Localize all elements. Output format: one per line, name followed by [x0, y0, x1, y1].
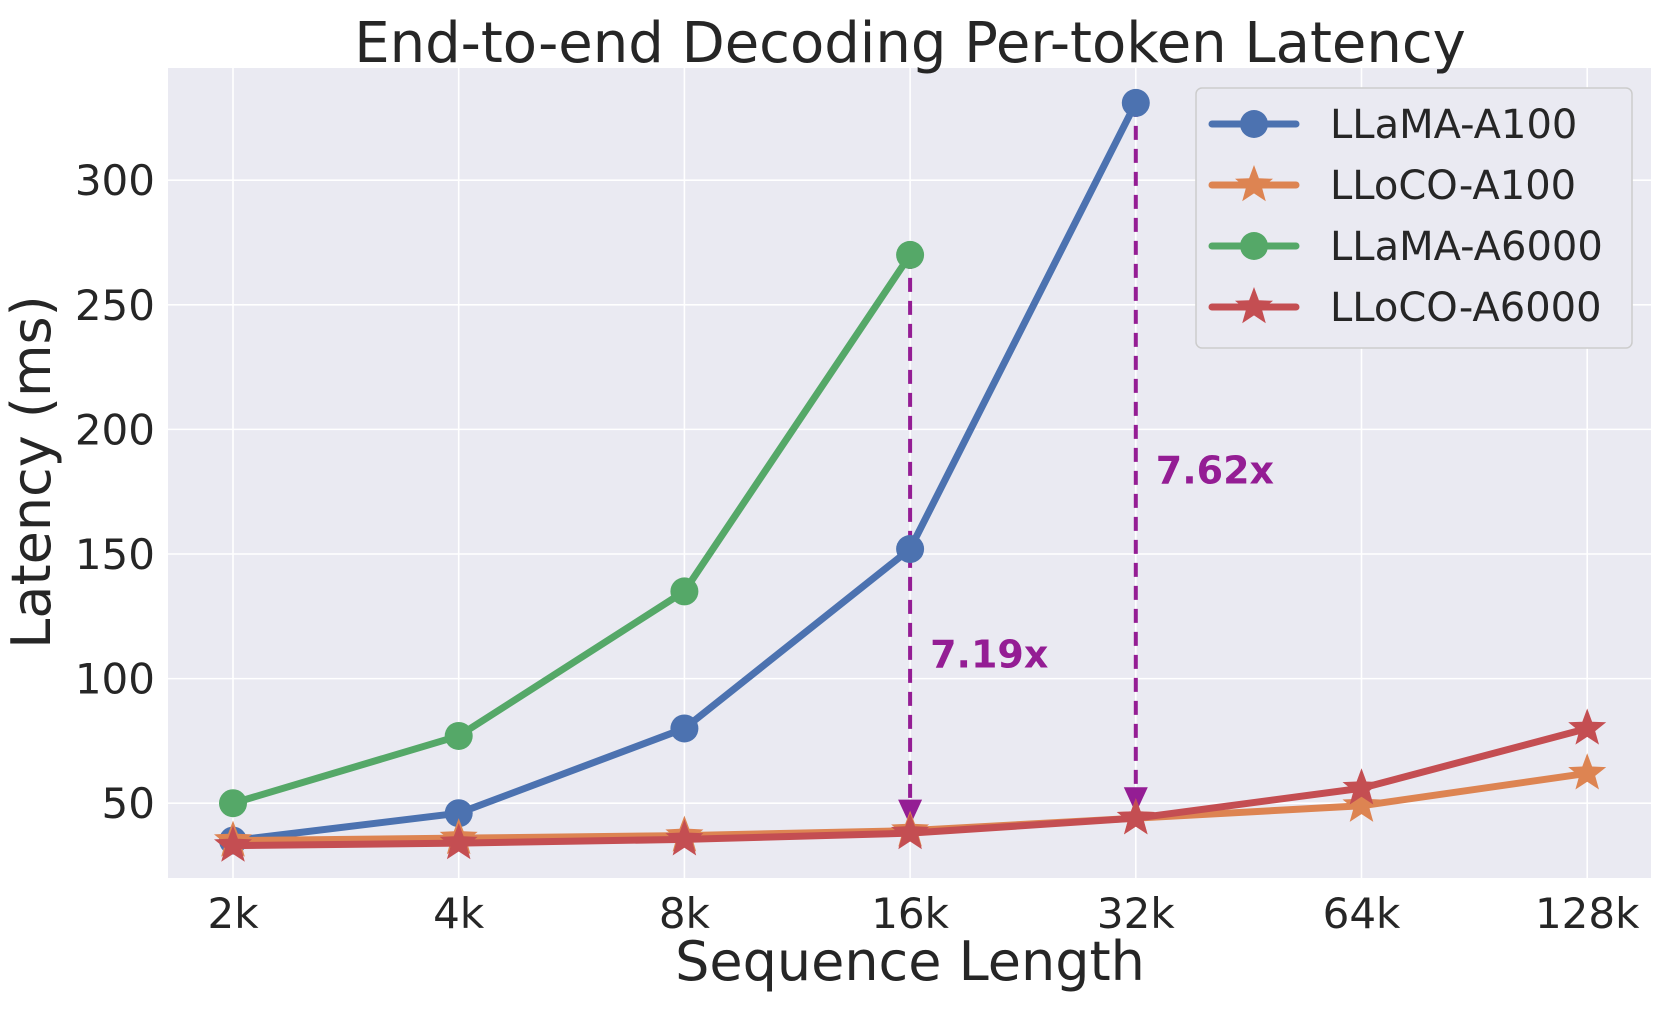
x-tick-label: 16k	[871, 889, 949, 938]
tick-labels: 2k 4k 8k 16k 32k 64k 128k 50 100 150 200 250 300	[75, 156, 1640, 938]
legend-marker	[1235, 287, 1273, 324]
series-llama-a6000	[219, 240, 925, 818]
data-point	[214, 825, 252, 862]
series-lloco-a6000	[214, 708, 1607, 862]
legend-box	[1195, 87, 1633, 349]
annotation-label: 7.62x	[1156, 448, 1274, 492]
y-tick-label: 200	[75, 405, 155, 454]
x-tick-label: 32k	[1097, 889, 1175, 938]
data-point	[665, 819, 704, 856]
data-point	[1121, 88, 1150, 117]
legend-label: LLaMA-A6000	[1330, 224, 1603, 270]
legend-marker	[1240, 232, 1268, 260]
data-point	[1342, 785, 1381, 822]
x-tick-label: 8k	[659, 889, 711, 938]
y-tick-label: 50	[102, 779, 155, 828]
data-point	[439, 823, 478, 860]
legend-marker	[1235, 165, 1273, 202]
y-tick-label: 250	[75, 281, 155, 330]
data-point	[1116, 798, 1155, 835]
data-point	[1342, 768, 1381, 805]
x-axis-label: Sequence Length	[675, 930, 1145, 993]
x-tick-label: 128k	[1535, 889, 1640, 938]
data-point	[670, 577, 699, 606]
chart-title: End-to-end Decoding Per-token Latency	[354, 11, 1466, 76]
x-tick-label: 4k	[433, 889, 485, 938]
data-point	[444, 799, 473, 828]
legend-label: LLoCO-A100	[1330, 163, 1576, 209]
legend-label: LLoCO-A6000	[1330, 285, 1602, 331]
legend-entry: LLaMA-A100	[1208, 102, 1577, 148]
data-point	[896, 535, 925, 564]
legend-entry: LLoCO-A6000	[1208, 285, 1602, 331]
data-point	[1568, 708, 1607, 745]
y-tick-label: 100	[75, 655, 155, 704]
series-line	[229, 251, 914, 807]
legend: LLaMA-A100 LLoCO-A100 LLaMA-A6000 LLoCO-A60…	[1195, 87, 1633, 349]
y-axis-label: Latency (ms)	[0, 295, 63, 648]
y-tick-label: 300	[75, 156, 155, 205]
legend-label: LLaMA-A100	[1330, 102, 1577, 148]
annotation-label: 7.19x	[930, 633, 1048, 677]
legend-entry: LLoCO-A100	[1208, 163, 1576, 209]
x-tick-label: 64k	[1323, 889, 1401, 938]
data-point	[896, 240, 925, 269]
legend-marker	[1240, 110, 1268, 138]
data-point	[1568, 753, 1607, 790]
annotations: 7.19x 7.62x	[898, 102, 1274, 826]
x-tick-label: 2k	[207, 889, 259, 938]
legend-entry: LLaMA-A6000	[1208, 224, 1603, 270]
y-tick-label: 150	[75, 530, 155, 579]
data-point	[444, 721, 473, 750]
data-point	[219, 789, 247, 818]
data-point	[670, 714, 699, 743]
data-point	[891, 813, 930, 850]
series	[214, 88, 1607, 862]
